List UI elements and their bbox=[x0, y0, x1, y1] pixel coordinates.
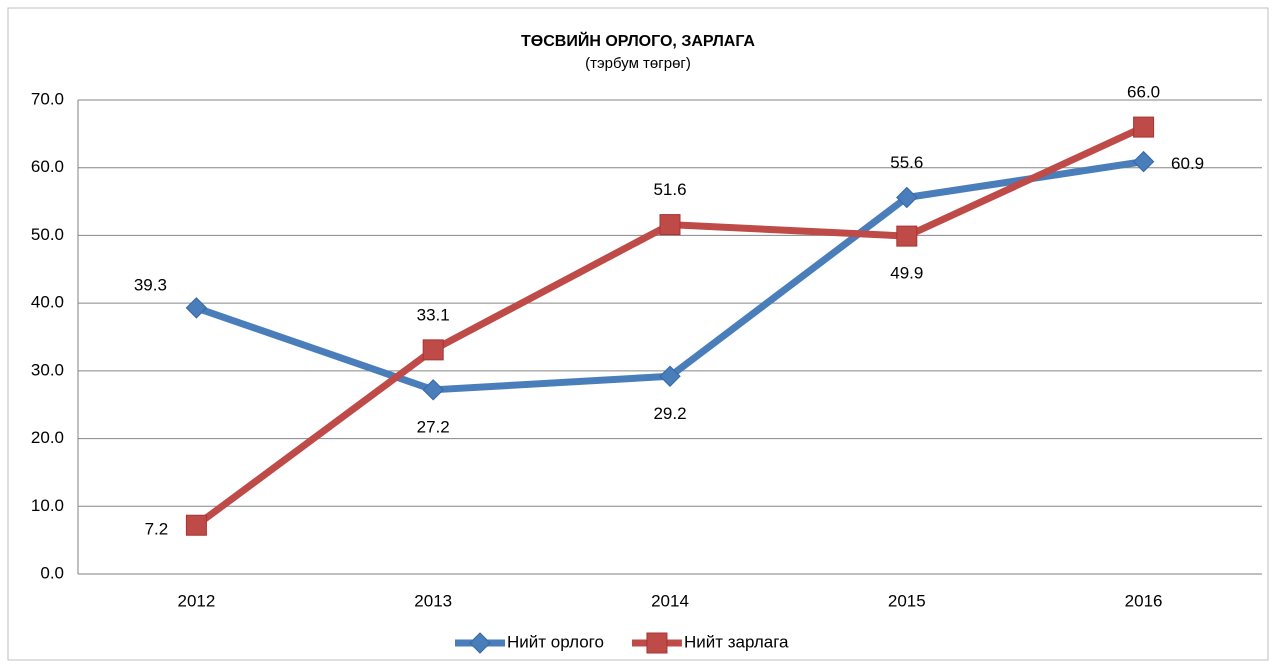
chart-subtitle: (тэрбум төгрөг) bbox=[585, 55, 691, 72]
data-label: 29.2 bbox=[653, 404, 686, 423]
y-tick-label: 30.0 bbox=[31, 360, 64, 379]
x-tick-label: 2014 bbox=[651, 591, 689, 610]
y-tick-label: 70.0 bbox=[31, 89, 64, 108]
marker bbox=[422, 339, 444, 361]
marker bbox=[185, 514, 207, 536]
y-tick-label: 60.0 bbox=[31, 157, 64, 176]
marker bbox=[896, 225, 918, 247]
data-label: 39.3 bbox=[134, 275, 167, 294]
x-tick-label: 2015 bbox=[888, 591, 926, 610]
marker bbox=[185, 297, 208, 319]
data-label: 7.2 bbox=[145, 520, 169, 539]
data-label: 60.9 bbox=[1171, 154, 1204, 173]
y-tick-label: 10.0 bbox=[31, 496, 64, 515]
chart-frame bbox=[7, 7, 1269, 661]
chart-title: ТӨСВИЙН ОРЛОГО, ЗАРЛАГА bbox=[521, 31, 755, 50]
data-label: 55.6 bbox=[890, 153, 923, 172]
data-label: 49.9 bbox=[890, 264, 923, 283]
legend-label: Нийт зарлага bbox=[684, 632, 789, 651]
data-label: 51.6 bbox=[653, 180, 686, 199]
x-tick-label: 2013 bbox=[414, 591, 452, 610]
marker bbox=[646, 632, 668, 654]
marker bbox=[469, 632, 491, 654]
y-tick-label: 0.0 bbox=[40, 563, 64, 582]
marker bbox=[659, 365, 681, 387]
data-label: 33.1 bbox=[417, 305, 450, 324]
data-label: 66.0 bbox=[1127, 83, 1160, 102]
marker bbox=[1133, 116, 1155, 138]
data-label: 27.2 bbox=[417, 417, 450, 436]
y-tick-label: 50.0 bbox=[31, 225, 64, 244]
x-tick-label: 2012 bbox=[177, 591, 215, 610]
marker bbox=[422, 379, 444, 401]
x-tick-label: 2016 bbox=[1125, 591, 1163, 610]
marker bbox=[1132, 150, 1155, 173]
y-tick-label: 40.0 bbox=[31, 293, 64, 312]
marker bbox=[659, 214, 681, 236]
y-tick-label: 20.0 bbox=[31, 428, 64, 447]
marker bbox=[896, 186, 918, 209]
legend-label: Нийт орлого bbox=[507, 632, 604, 651]
